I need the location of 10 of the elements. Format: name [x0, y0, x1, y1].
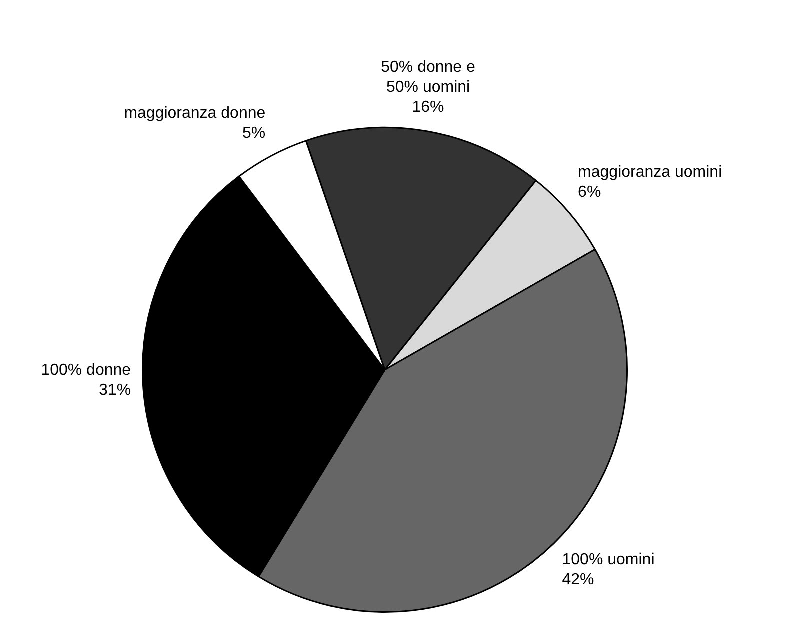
data-label: 42%: [562, 572, 594, 589]
slice-label: 100% uomini: [562, 552, 655, 569]
slice-label: 100% donne: [41, 362, 132, 379]
slice-label: maggioranza donne: [124, 104, 266, 122]
data-label: 6%: [578, 184, 602, 201]
data-label: 16%: [412, 98, 444, 116]
slice-label: maggioranza uomini: [578, 164, 722, 181]
slice-label: 50% donne e 50% uomini: [381, 58, 476, 96]
data-label: 31%: [99, 382, 132, 399]
data-label: 5%: [242, 124, 266, 142]
